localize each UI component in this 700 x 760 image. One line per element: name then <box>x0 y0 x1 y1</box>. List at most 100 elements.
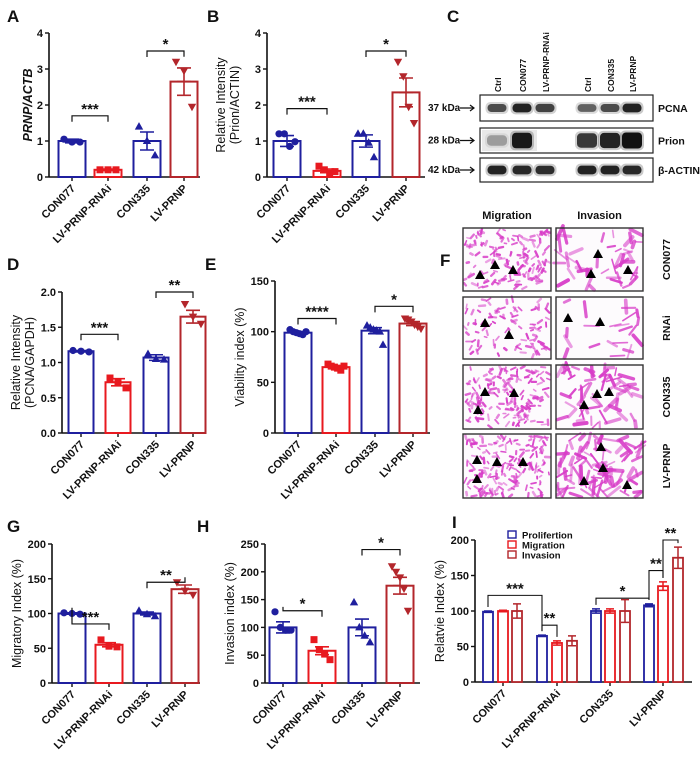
legend-swatch <box>507 530 517 539</box>
significance-bracket <box>297 317 337 325</box>
stained-cell <box>508 455 515 459</box>
stained-cell <box>479 455 484 461</box>
y-axis-label: PRNP/ACTB <box>21 69 35 142</box>
stained-cell <box>465 419 472 423</box>
stained-cell <box>636 316 641 327</box>
stained-cell <box>626 382 637 387</box>
stained-cell <box>517 472 523 478</box>
stained-cell <box>615 397 620 407</box>
stained-cell <box>483 271 489 275</box>
stained-cell <box>520 405 528 411</box>
stained-cell <box>614 252 623 268</box>
stained-cell <box>515 442 521 446</box>
stained-cell <box>621 453 629 463</box>
arrowhead-icon <box>592 389 602 398</box>
y-tick-label: 0 <box>255 172 261 184</box>
data-point-square <box>105 642 113 650</box>
error-bar <box>484 610 492 614</box>
stained-cell <box>516 422 520 427</box>
stained-cell <box>475 391 481 400</box>
stained-cell <box>469 252 474 256</box>
stained-cell <box>523 252 529 258</box>
stained-cell <box>487 424 493 430</box>
stained-cell <box>531 266 535 275</box>
stained-cell <box>483 469 488 476</box>
stained-cell <box>525 443 530 447</box>
data-point-triangle-down <box>179 67 189 76</box>
stained-cell <box>598 486 609 498</box>
stained-cell <box>496 435 502 440</box>
stained-cell <box>496 375 502 380</box>
stained-cell <box>513 402 517 409</box>
x-tick-label: CON077 <box>470 688 509 727</box>
stained-cell <box>635 308 640 319</box>
y-tick-label: 3 <box>37 64 43 76</box>
stained-cell <box>568 439 574 450</box>
row-label: RNAi <box>661 315 673 341</box>
stained-cell <box>524 484 528 491</box>
stained-cell <box>481 401 487 408</box>
stained-cell <box>467 322 470 326</box>
x-tick-label: LV-PRNP <box>150 689 192 731</box>
stained-cell <box>604 417 622 425</box>
stained-cell <box>568 247 584 256</box>
stained-cell <box>464 307 469 315</box>
stained-cell <box>594 439 598 452</box>
stained-cell <box>545 302 550 309</box>
stained-cell <box>504 327 510 334</box>
stained-cell <box>477 446 481 451</box>
stained-cell <box>583 377 597 382</box>
stained-cell <box>528 462 533 471</box>
data-point-triangle-up <box>150 150 160 159</box>
stained-cell <box>497 481 503 486</box>
data-point-circle <box>69 346 77 355</box>
stained-cell <box>545 230 552 234</box>
y-tick-label: 3 <box>255 64 261 76</box>
stained-cell <box>541 268 547 273</box>
stained-cell <box>471 339 477 343</box>
stained-cell <box>500 450 507 453</box>
stained-cell <box>541 251 546 256</box>
stained-cell <box>533 465 540 471</box>
y-tick-label: 50 <box>34 643 46 655</box>
stained-cell <box>509 251 513 257</box>
stained-cell <box>569 463 574 482</box>
stained-cell <box>465 382 471 386</box>
stained-cell <box>518 325 523 330</box>
stained-cell <box>495 228 501 235</box>
stained-cell <box>494 307 500 314</box>
stained-cell <box>542 231 546 236</box>
significance-label: *** <box>298 94 316 111</box>
stained-cell <box>530 328 535 332</box>
legend-swatch <box>507 550 517 559</box>
panel-label-e: E <box>205 255 216 274</box>
stained-cell <box>498 443 504 448</box>
blot-band <box>487 135 507 146</box>
stained-cell <box>536 243 541 249</box>
stained-cell <box>469 444 474 449</box>
y-tick-label: 0.5 <box>41 393 56 405</box>
micrograph-border <box>462 227 552 292</box>
panel-label-g: G <box>7 517 20 536</box>
stained-cell <box>584 275 594 292</box>
stained-cell <box>634 444 647 454</box>
stained-cell <box>539 398 544 403</box>
data-point-circle <box>60 135 68 143</box>
molecular-weight-label: 42 kDa <box>428 165 461 176</box>
y-tick-label: 100 <box>451 606 469 618</box>
data-point-circle <box>271 608 279 616</box>
stained-cell <box>491 320 497 325</box>
stained-cell <box>619 489 630 497</box>
y-tick-label: 100 <box>251 327 269 339</box>
stained-cell <box>491 258 495 265</box>
bar <box>94 643 124 685</box>
stained-cell <box>485 378 493 384</box>
stained-cell <box>502 482 508 486</box>
data-point-square <box>96 166 104 174</box>
data-point-square <box>340 362 348 370</box>
stained-cell <box>524 256 529 264</box>
row-label: CON077 <box>661 239 673 280</box>
stained-cell <box>534 394 539 398</box>
bar-prolifertion <box>482 610 494 683</box>
